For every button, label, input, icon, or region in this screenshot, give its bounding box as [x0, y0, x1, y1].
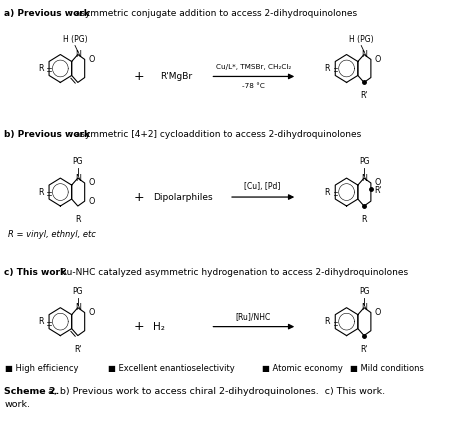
Text: ■ Mild conditions: ■ Mild conditions [350, 365, 424, 374]
Text: c) This work: c) This work [4, 268, 66, 277]
Text: N: N [75, 173, 81, 183]
Text: work.: work. [4, 401, 30, 409]
Text: O: O [89, 55, 95, 64]
Text: PG: PG [73, 287, 83, 296]
Text: +: + [133, 190, 144, 203]
Text: ■ High efficiency: ■ High efficiency [5, 365, 79, 374]
Text: R: R [361, 215, 367, 224]
Text: N: N [75, 303, 81, 312]
Text: O: O [89, 197, 95, 206]
Text: N: N [361, 50, 367, 59]
Text: R = vinyl, ethnyl, etc: R = vinyl, ethnyl, etc [8, 230, 96, 239]
Text: O: O [374, 179, 381, 187]
Text: R: R [324, 187, 330, 197]
Text: ■ Atomic economy: ■ Atomic economy [262, 365, 343, 374]
Text: H (PG): H (PG) [63, 35, 87, 44]
Text: N: N [361, 173, 367, 183]
Text: N: N [75, 50, 81, 59]
Text: R': R' [374, 187, 382, 195]
Text: b) Previous work: b) Previous work [4, 130, 91, 139]
Text: R': R' [74, 345, 82, 354]
Text: ■ Excellent enantioselectivity: ■ Excellent enantioselectivity [108, 365, 235, 374]
Text: H (PG): H (PG) [349, 35, 374, 44]
Text: R: R [38, 187, 44, 197]
Text: : asymmetric [4+2] cycloaddition to access 2-dihydroquinolones: : asymmetric [4+2] cycloaddition to acce… [69, 130, 361, 139]
Text: O: O [374, 55, 381, 64]
Text: R: R [75, 215, 81, 224]
Text: [Cu], [Pd]: [Cu], [Pd] [245, 182, 281, 191]
Text: R'MgBr: R'MgBr [160, 72, 192, 81]
Text: R: R [38, 317, 44, 326]
Text: : asymmetric conjugate addition to access 2-dihydroquinolones: : asymmetric conjugate addition to acces… [69, 8, 357, 18]
Text: PG: PG [73, 157, 83, 166]
Text: R': R' [360, 345, 368, 354]
Text: O: O [89, 308, 95, 317]
Text: : Ru-NHC catalyzed asymmetric hydrogenation to access 2-dihydroquinolones: : Ru-NHC catalyzed asymmetric hydrogenat… [55, 268, 408, 277]
Text: Dipolarphiles: Dipolarphiles [153, 192, 212, 201]
Text: PG: PG [359, 287, 369, 296]
Text: a) Previous work: a) Previous work [4, 8, 90, 18]
Text: -78 °C: -78 °C [242, 83, 265, 89]
Text: PG: PG [359, 157, 369, 166]
Text: Cu/L*, TMSBr, CH₂Cl₂: Cu/L*, TMSBr, CH₂Cl₂ [216, 64, 291, 71]
Text: +: + [133, 70, 144, 83]
Text: a, b) Previous work to access chiral 2-dihydroquinolones.  c) This work.: a, b) Previous work to access chiral 2-d… [45, 387, 384, 396]
Text: H₂: H₂ [153, 321, 164, 332]
Text: R: R [324, 317, 330, 326]
Text: O: O [374, 308, 381, 317]
Text: Scheme 2.: Scheme 2. [4, 387, 60, 396]
Text: +: + [133, 320, 144, 333]
Text: R: R [324, 64, 330, 73]
Text: N: N [361, 303, 367, 312]
Text: [Ru]/NHC: [Ru]/NHC [236, 312, 271, 321]
Text: R': R' [360, 91, 368, 100]
Text: O: O [89, 179, 95, 187]
Text: R: R [38, 64, 44, 73]
